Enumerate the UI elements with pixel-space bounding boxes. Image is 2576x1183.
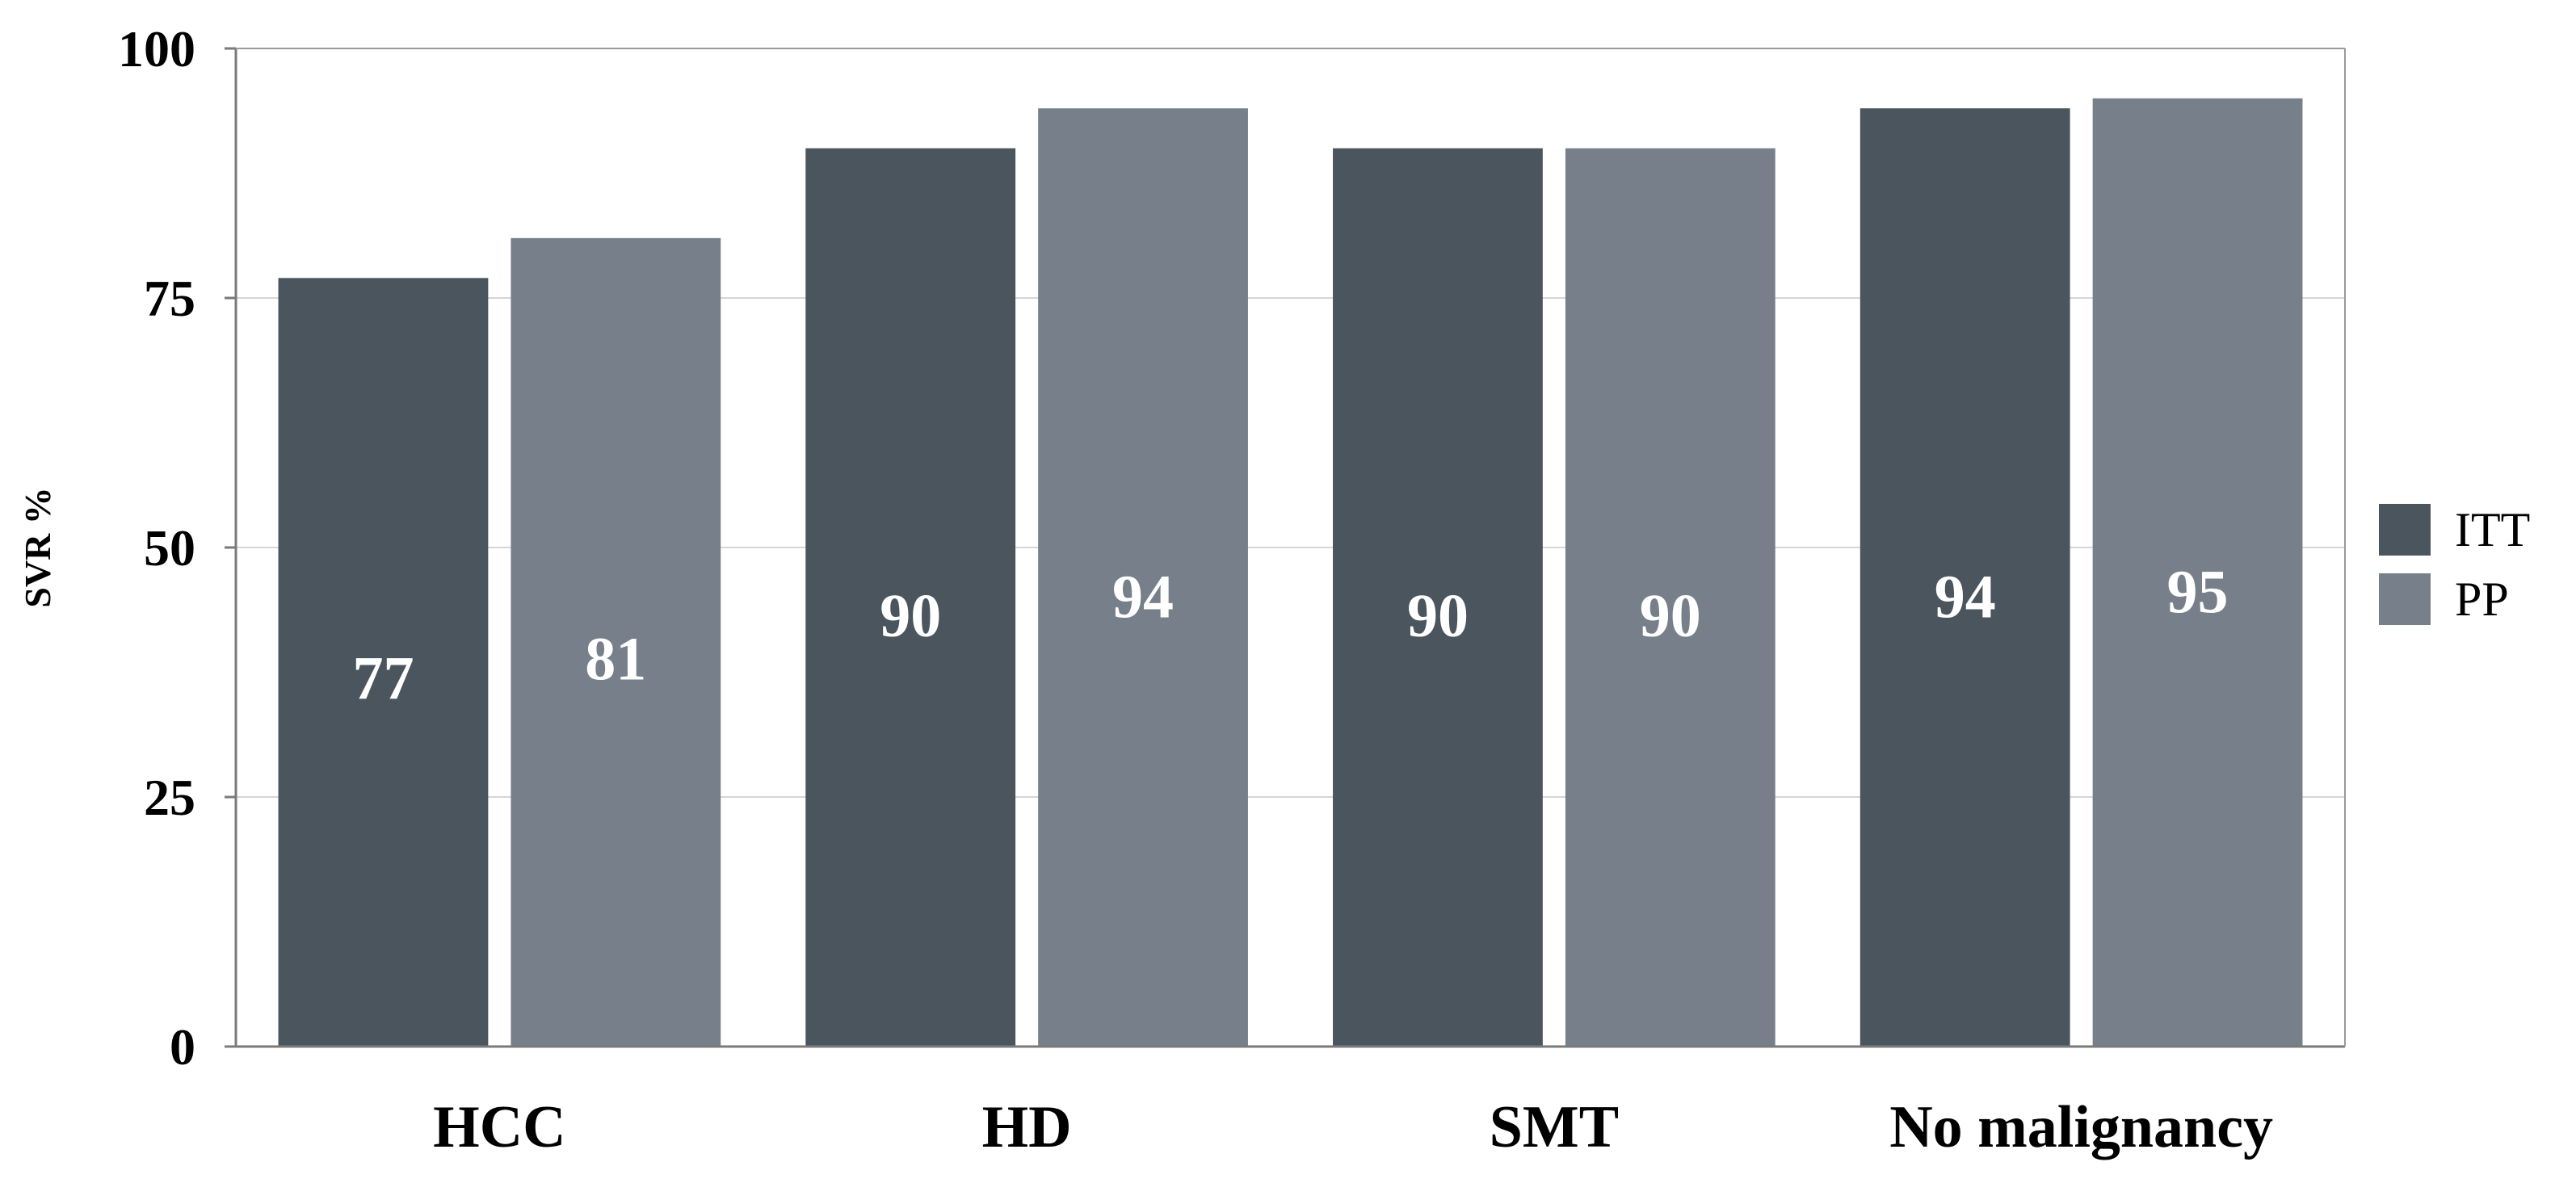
bar-pp-hd: [1038, 108, 1248, 1047]
y-tick-label: 0: [170, 1018, 195, 1076]
data-label: 77: [352, 644, 414, 712]
x-category-label: HD: [982, 1094, 1072, 1160]
axes: [234, 48, 2346, 1048]
x-category-label: No malignancy: [1889, 1094, 2273, 1160]
bar-itt-hcc: [278, 278, 489, 1047]
data-label: 94: [1935, 563, 1996, 631]
bar-itt-smt: [1333, 148, 1543, 1047]
y-axis-label: SVR %: [17, 487, 58, 608]
legend-swatch-pp: [2379, 573, 2431, 625]
x-category-label: SMT: [1490, 1094, 1619, 1160]
data-label: 90: [880, 582, 941, 650]
y-tick-label: 50: [144, 519, 195, 577]
bar-pp-smt: [1565, 148, 1775, 1047]
bar-itt-hd: [805, 148, 1016, 1047]
x-category-label: HCC: [433, 1094, 565, 1160]
data-label: 95: [2167, 558, 2229, 626]
data-label: 81: [585, 625, 646, 693]
labels: SVR % 0 25 50 75 100 77 81 HCC 90 94 HD 90 90 SMT 94 95…: [17, 20, 2273, 1160]
legend-swatch-itt: [2379, 504, 2431, 556]
y-tick-label: 75: [144, 270, 195, 327]
data-label: 90: [1407, 582, 1469, 650]
bars: [278, 98, 2303, 1047]
legend-label-itt: ITT: [2455, 503, 2530, 556]
legend-label-pp: PP: [2455, 573, 2509, 626]
bar-itt-no-malignancy: [1860, 108, 2070, 1047]
legend: ITT PP: [2379, 503, 2530, 626]
data-label: 94: [1112, 563, 1174, 631]
y-tick-label: 100: [118, 20, 195, 78]
y-tick-label: 25: [144, 769, 195, 826]
bar-pp-no-malignancy: [2092, 98, 2303, 1047]
data-label: 90: [1640, 582, 1701, 650]
bar-pp-hcc: [511, 237, 721, 1047]
